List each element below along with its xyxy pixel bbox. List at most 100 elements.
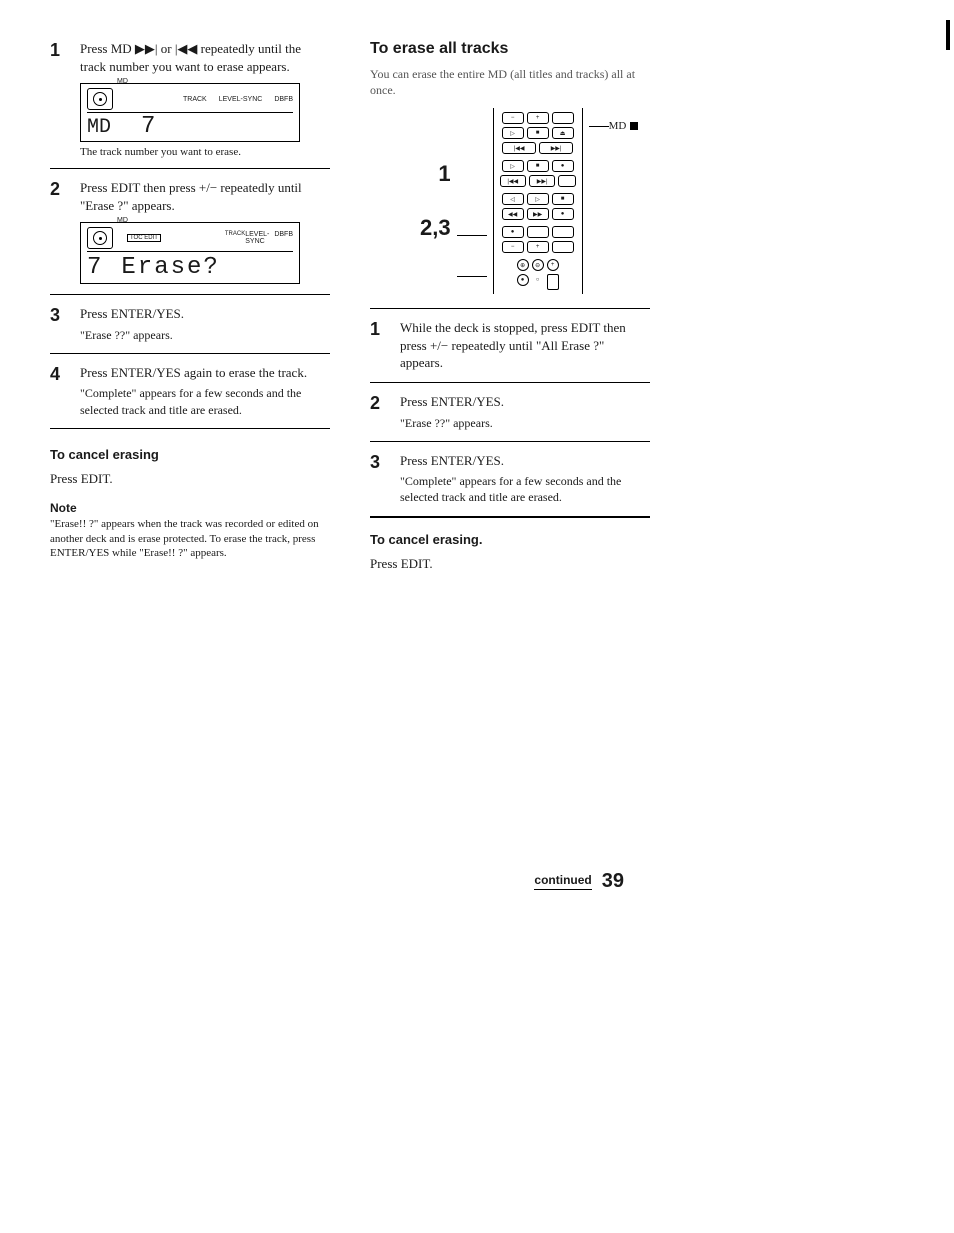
divider	[50, 294, 330, 295]
divider	[370, 382, 650, 383]
dbfb-label: DBFB	[274, 96, 293, 103]
page-columns: 1 Press MD ▶▶| or |◀◀ repeatedly until t…	[50, 40, 904, 572]
lcd-display-2: MD TOC EDIT TRACK LEVEL-SYNC DBFB 7 Eras…	[80, 222, 300, 284]
left-column: 1 Press MD ▶▶| or |◀◀ repeatedly until t…	[50, 40, 330, 572]
remote-btn: ▷	[502, 127, 524, 139]
remote-btn: ▶▶|	[529, 175, 555, 187]
cancel-text: Press EDIT.	[50, 470, 330, 488]
remote-btn: ▷	[502, 160, 524, 172]
remote-btn: |◀◀	[502, 142, 536, 154]
remote-btn: ●	[502, 226, 524, 238]
level-sync-label: LEVEL-SYNC	[245, 231, 274, 245]
lcd-display-1: MD TRACK LEVEL-SYNC DBFB MD 7	[80, 83, 300, 142]
callout-line	[457, 235, 487, 236]
step-number: 1	[370, 319, 390, 372]
page-edge-mark	[946, 20, 950, 50]
step-subtext: "Complete" appears for a few seconds and…	[80, 385, 330, 417]
note-text: "Erase!! ?" appears when the track was r…	[50, 517, 330, 560]
md-stop-label: MD	[609, 120, 639, 132]
left-step-1: 1 Press MD ▶▶| or |◀◀ repeatedly until t…	[50, 40, 330, 75]
remote-btn: ⊖	[532, 259, 544, 271]
step-number: 1	[50, 40, 70, 75]
divider	[370, 308, 650, 309]
disc-icon	[87, 88, 113, 110]
remote-btn	[552, 112, 574, 124]
remote-btn: ●	[552, 160, 574, 172]
erase-text: Erase?	[121, 254, 219, 281]
track-number: 7	[87, 254, 101, 281]
callout-1: 1	[438, 161, 450, 187]
left-step-3: 3 Press ENTER/YES. "Erase ??" appears.	[50, 305, 330, 343]
right-title: To erase all tracks	[370, 40, 650, 58]
remote-btn	[558, 175, 575, 187]
step-subtext: "Erase ??" appears.	[80, 327, 184, 343]
cancel-title: To cancel erasing.	[370, 532, 650, 547]
remote-btn: ■	[527, 127, 549, 139]
page-number: 39	[602, 870, 624, 893]
remote-btn: ○	[532, 274, 544, 286]
remote-btn: |◀◀	[500, 175, 526, 187]
step-number: 4	[50, 364, 70, 418]
remote-btn: +	[527, 112, 549, 124]
left-step-2: 2 Press EDIT then press +/− repeatedly u…	[50, 179, 330, 214]
step-text: Press EDIT then press +/− repeatedly unt…	[80, 179, 330, 214]
step-subtext: "Erase ??" appears.	[400, 415, 504, 431]
step-text: Press MD ▶▶| or |◀◀ repeatedly until the…	[80, 40, 330, 75]
dbfb-label: DBFB	[274, 231, 293, 245]
divider	[370, 516, 650, 518]
level-sync-label: LEVEL-SYNC	[219, 96, 263, 103]
cancel-text: Press EDIT.	[370, 555, 650, 573]
track-label: TRACK	[183, 96, 207, 103]
track-number: 7	[141, 115, 155, 139]
remote-btn: ◁	[502, 193, 524, 205]
remote-btn: −	[502, 241, 524, 253]
page-footer: continued 39	[534, 870, 624, 893]
right-step-3: 3 Press ENTER/YES. "Complete" appears fo…	[370, 452, 650, 506]
continued-label: continued	[534, 873, 591, 890]
left-step-4: 4 Press ENTER/YES again to erase the tra…	[50, 364, 330, 418]
step-text: Press ENTER/YES.	[400, 393, 504, 411]
remote-btn: −	[502, 112, 524, 124]
step-number: 2	[370, 393, 390, 431]
remote-btn	[552, 226, 574, 238]
md-tiny-label: MD	[117, 217, 128, 224]
step-text: Press ENTER/YES.	[400, 452, 650, 470]
step-number: 3	[370, 452, 390, 506]
remote-btn: ▷	[527, 193, 549, 205]
remote-btn: ▶▶|	[539, 142, 573, 154]
step-text: Press ENTER/YES again to erase the track…	[80, 364, 330, 382]
remote-btn: +	[547, 259, 559, 271]
remote-btn	[552, 241, 574, 253]
remote-btn: ◀◀	[502, 208, 524, 220]
remote-btn	[547, 274, 559, 290]
callout-line	[457, 276, 487, 277]
step-subtext: "Complete" appears for a few seconds and…	[400, 473, 650, 505]
remote-btn: ▶▶	[527, 208, 549, 220]
remote-btn: ⊕	[517, 259, 529, 271]
remote-btn: ⏏	[552, 127, 574, 139]
remote-btn: +	[527, 241, 549, 253]
step-number: 3	[50, 305, 70, 343]
divider	[370, 441, 650, 442]
remote-btn: ■	[527, 160, 549, 172]
divider	[50, 428, 330, 429]
md-big-label: MD	[87, 118, 111, 138]
callout-23: 2,3	[420, 215, 451, 241]
disc-icon	[87, 227, 113, 249]
step-number: 2	[50, 179, 70, 214]
right-step-2: 2 Press ENTER/YES. "Erase ??" appears.	[370, 393, 650, 431]
right-column: To erase all tracks You can erase the en…	[370, 40, 650, 572]
remote-btn	[527, 226, 549, 238]
toc-edit-label: TOC EDIT	[127, 234, 161, 242]
right-step-1: 1 While the deck is stopped, press EDIT …	[370, 319, 650, 372]
remote-btn: ■	[552, 193, 574, 205]
callout-line	[589, 126, 609, 127]
track-label: TRACK	[225, 231, 245, 245]
md-tiny-label: MD	[117, 78, 128, 85]
right-intro: You can erase the entire MD (all titles …	[370, 66, 650, 98]
remote-diagram: 1 2,3 −+ ▷■⏏ |◀◀▶▶| ▷■● |◀◀▶▶| ◁▷■ ◀◀▶▶●…	[420, 108, 650, 294]
remote-btn: ●	[517, 274, 529, 286]
step-text: Press ENTER/YES.	[80, 305, 184, 323]
cancel-title: To cancel erasing	[50, 447, 330, 462]
divider	[50, 168, 330, 169]
